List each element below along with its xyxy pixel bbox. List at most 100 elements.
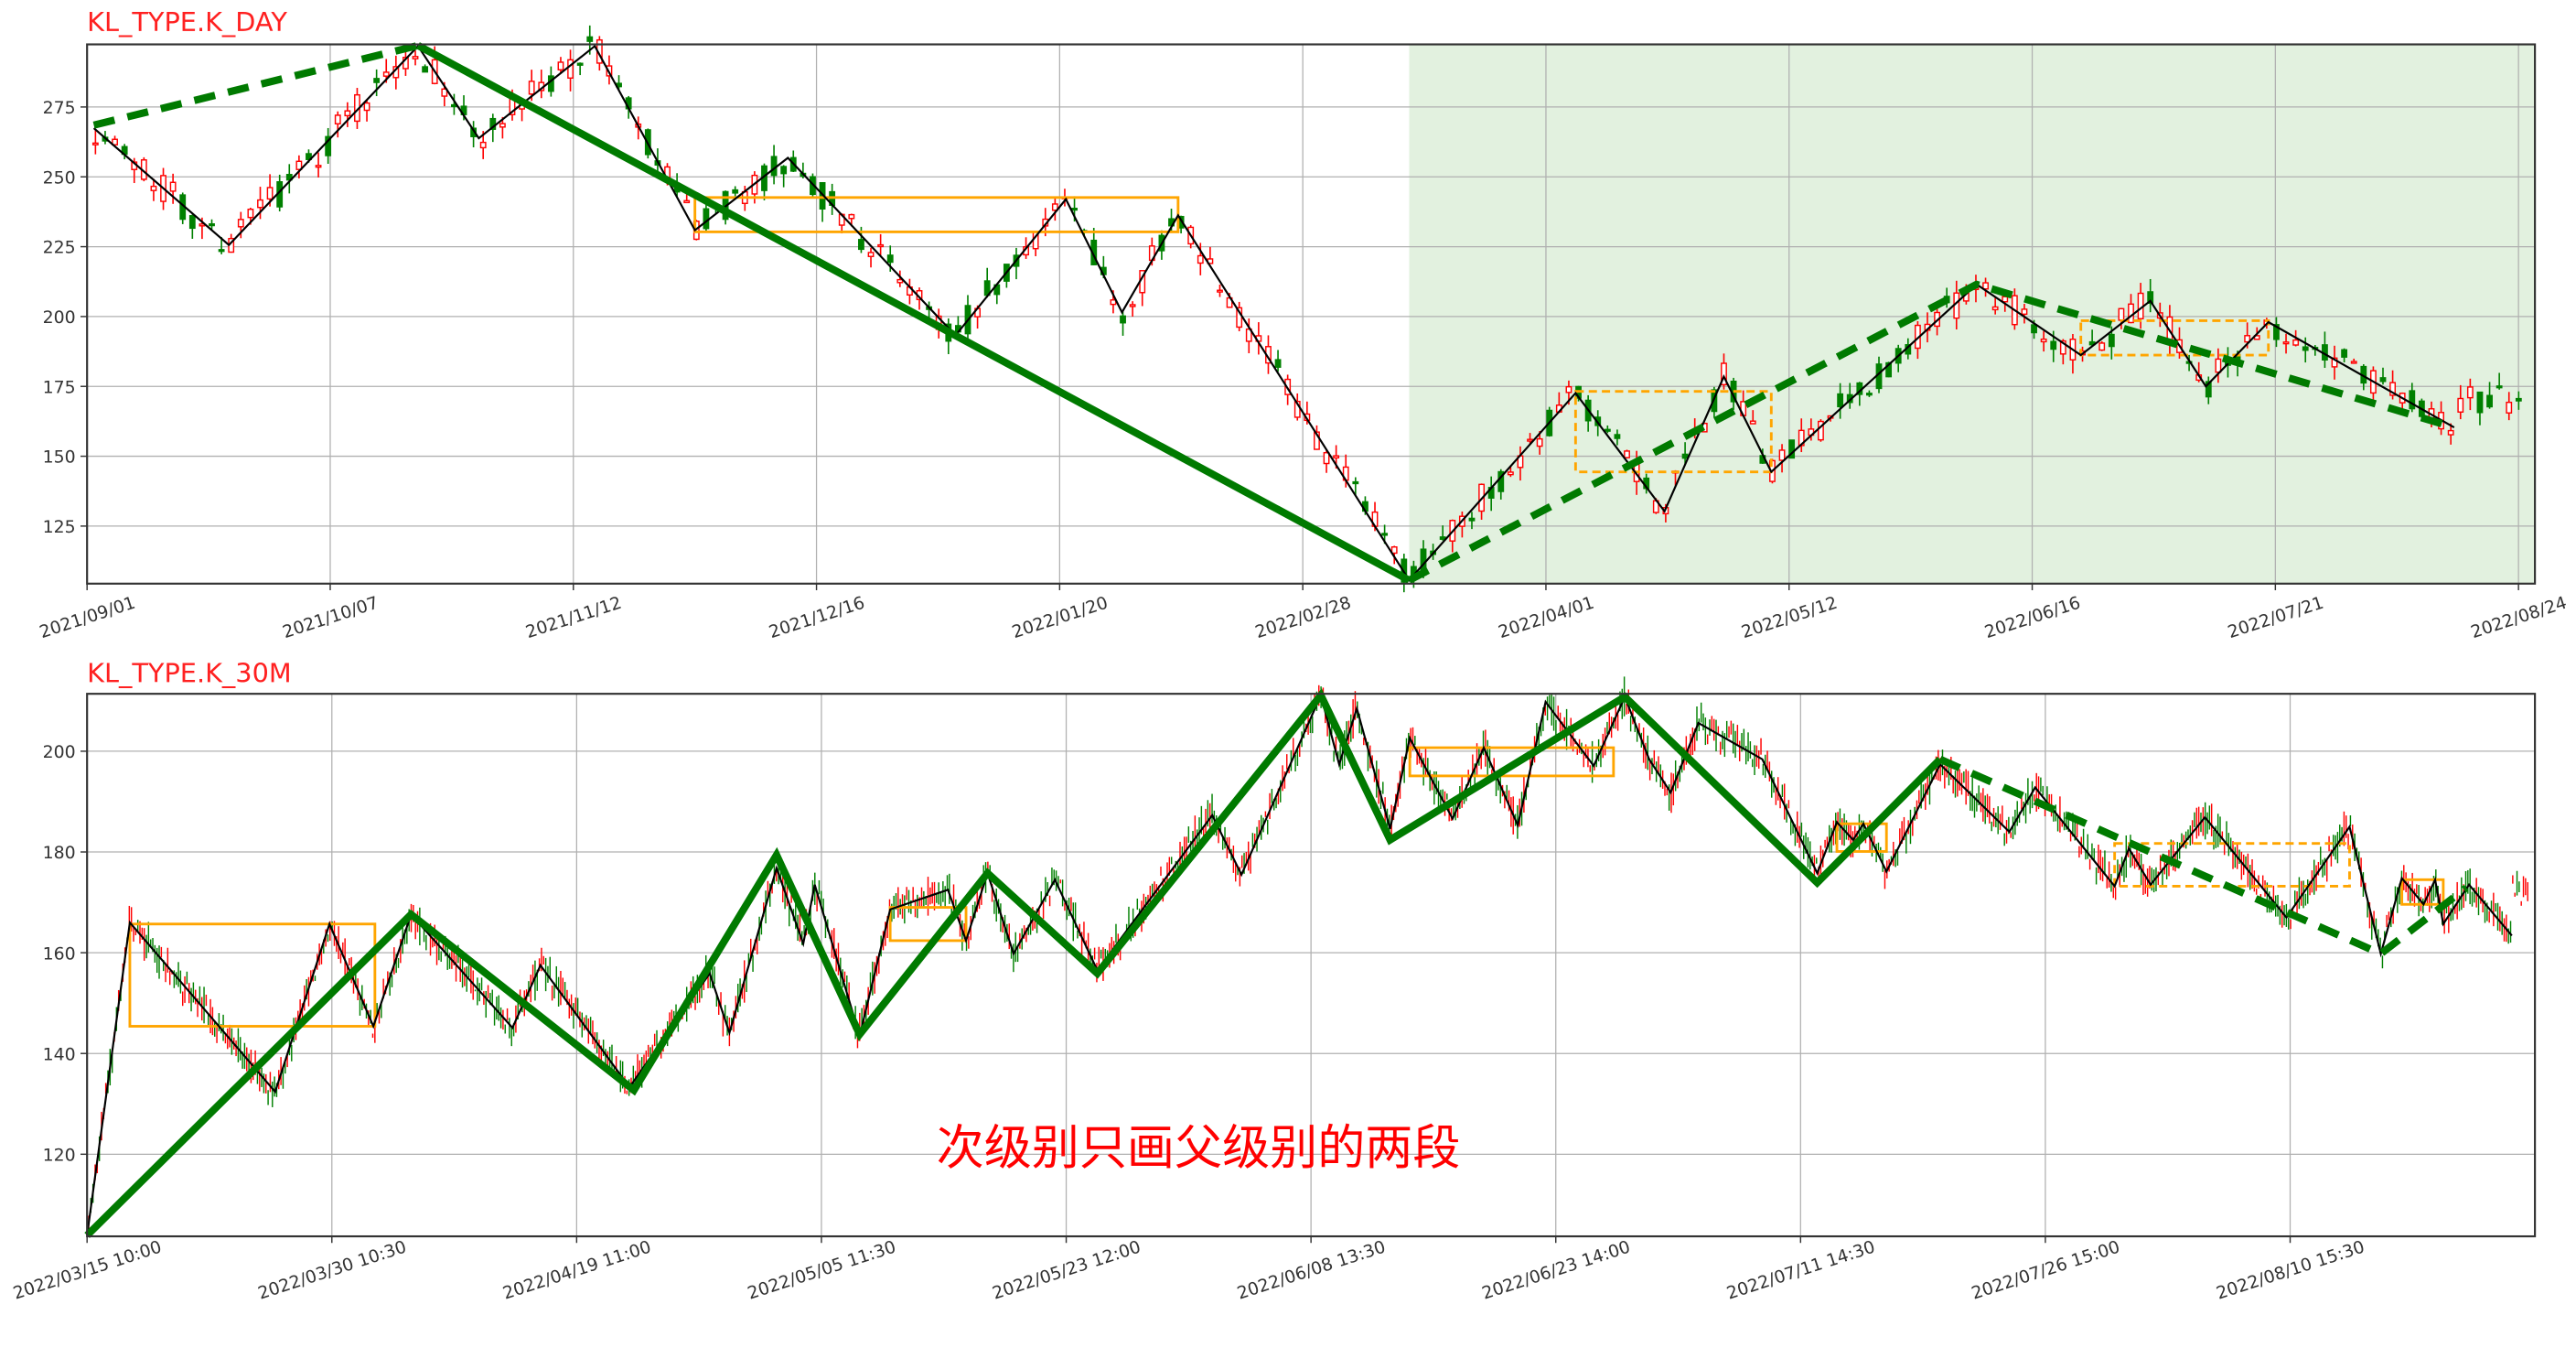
candle-body	[1681, 453, 1689, 459]
candle-body	[209, 223, 215, 227]
chart-title-day: KL_TYPE.K_DAY	[87, 6, 287, 38]
candle-body	[703, 208, 710, 230]
candle-body	[557, 61, 564, 70]
candle-body	[2118, 307, 2125, 321]
y-tick-label: 140	[43, 1044, 76, 1064]
x-tick-label: 2021/10/07	[280, 593, 381, 643]
candle-body	[112, 138, 118, 146]
y-tick-label: 180	[43, 843, 76, 863]
candle-body	[2379, 377, 2387, 383]
x-tick-label: 2022/03/15 10:00	[11, 1237, 165, 1304]
candle-body	[2059, 340, 2066, 355]
candle-body	[237, 219, 244, 228]
candle-body	[1245, 328, 1252, 342]
candle-body	[1390, 546, 1398, 555]
candle-body	[683, 199, 691, 204]
candle-body	[247, 209, 254, 219]
candle-body	[422, 66, 429, 73]
candle-body	[858, 239, 864, 251]
candle-body	[586, 36, 594, 42]
zhongshu-box	[1573, 390, 1773, 474]
candle-body	[295, 160, 303, 170]
candle-body	[2389, 382, 2397, 396]
y-tick-label: 150	[43, 447, 76, 468]
candle-body	[2331, 357, 2338, 368]
plot-frame	[86, 43, 2537, 585]
candle-body	[2341, 349, 2348, 358]
candle-body	[2021, 308, 2028, 316]
candle-body	[867, 252, 875, 257]
candle-body	[1507, 471, 1514, 476]
candle-body	[1468, 517, 1476, 522]
candle-body	[1565, 385, 1572, 393]
candle-body	[1197, 254, 1204, 264]
candle-body	[325, 135, 332, 156]
candle-body	[285, 174, 293, 181]
candle-body	[2476, 391, 2484, 414]
candle-body	[2282, 341, 2290, 345]
shaded-region	[1409, 44, 2536, 584]
candle-body	[2515, 397, 2522, 402]
candle-body	[1314, 431, 1320, 450]
candle-body	[257, 199, 263, 209]
zhongshu-box	[1835, 822, 1888, 853]
x-tick-label: 2022/04/19 11:00	[500, 1237, 654, 1304]
seg-line	[84, 688, 1943, 1238]
candle-body	[567, 59, 574, 79]
candle-body	[2273, 324, 2280, 340]
candle-body	[1071, 207, 1078, 211]
candle-body	[218, 249, 225, 253]
bi-line	[92, 44, 2455, 582]
candle-body	[1274, 359, 1282, 368]
y-tick-label: 200	[43, 307, 76, 328]
x-tick-label: 2022/07/11 14:30	[1724, 1237, 1878, 1304]
candle-body	[877, 243, 885, 248]
bi-line	[86, 692, 2513, 1236]
x-tick-label: 2022/03/30 10:30	[255, 1237, 409, 1304]
y-tick-label: 200	[43, 742, 76, 762]
candle-body	[1991, 306, 1999, 311]
candle-body	[2457, 397, 2464, 413]
candle-body	[1129, 304, 1136, 307]
candle-body	[2040, 338, 2047, 343]
seg-line	[1407, 280, 2455, 584]
x-tick-label: 2022/06/16	[1982, 593, 2083, 643]
zhongshu-box	[1408, 746, 1615, 778]
annotation-text: 次级别只画父级别的两段	[937, 1121, 1461, 1176]
candle-body	[2496, 385, 2503, 389]
candle-body	[2147, 291, 2154, 305]
candle-body	[334, 114, 341, 125]
zhongshu-box	[2079, 319, 2270, 357]
y-tick-label: 125	[43, 517, 76, 537]
day-kline-chart: KL_TYPE.K_DAY 2021/09/01 2021/10/07 2021/1…	[37, 6, 2569, 642]
candle-body	[1614, 434, 1621, 439]
candle-body	[1749, 420, 1756, 425]
candle-body	[1333, 455, 1340, 459]
candle-body	[2098, 342, 2106, 351]
candle-body	[2486, 394, 2493, 408]
candle-body	[2506, 401, 2513, 414]
candle-body	[1788, 439, 1796, 459]
candle-body	[1866, 393, 1873, 396]
candle-body	[2409, 390, 2416, 410]
candle-body	[770, 156, 778, 177]
x-tick-label: 2021/12/16	[767, 593, 867, 643]
candle-body	[382, 71, 390, 77]
x-tick-label: 2022/08/24	[2468, 593, 2569, 643]
candle-body	[896, 278, 904, 284]
candle-body	[1778, 449, 1786, 461]
candle-body	[150, 185, 157, 191]
candle-body	[2244, 335, 2251, 343]
seg-line	[92, 41, 419, 129]
candle-body	[1110, 299, 1117, 306]
candle-body	[91, 142, 99, 146]
zhongshu-box	[693, 196, 1180, 233]
candle-body	[528, 81, 535, 95]
x-tick-label: 2022/06/08 13:30	[1235, 1237, 1389, 1304]
y-tick-label: 120	[43, 1146, 76, 1166]
x-tick-label: 2022/05/12	[1739, 593, 1840, 643]
candle-body	[1624, 450, 1630, 458]
x-tick-label: 2022/08/10 15:30	[2214, 1237, 2367, 1304]
candle-body	[2205, 381, 2212, 398]
